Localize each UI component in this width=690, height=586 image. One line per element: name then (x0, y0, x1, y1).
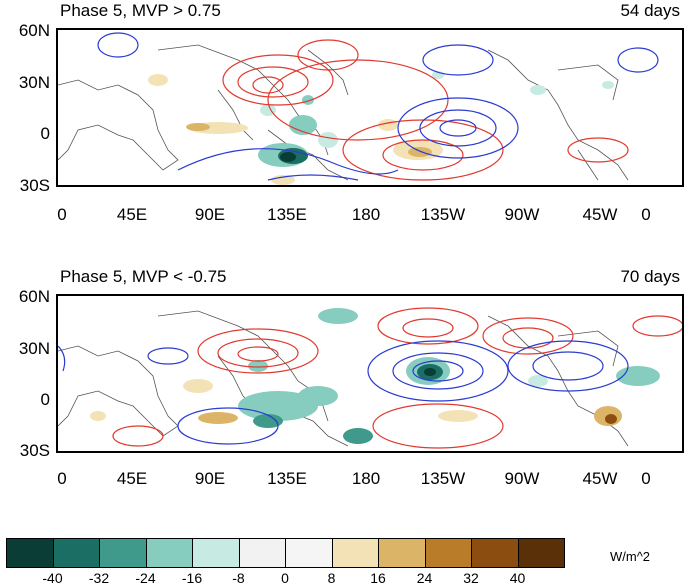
contours-negative (97, 32, 659, 181)
colorbar-swatch (52, 538, 100, 568)
lat-label: 60N (18, 287, 50, 306)
panel-2-map (56, 294, 684, 453)
colorbar-label: -32 (88, 570, 110, 586)
colorbar-swatch (424, 538, 472, 568)
colorbar-label: 8 (327, 570, 336, 586)
contours-positive (222, 39, 629, 181)
colorbar-label: -8 (232, 570, 245, 586)
lon-label: 0 (641, 469, 651, 488)
coastlines (58, 44, 629, 181)
lat-label: 60N (18, 21, 50, 40)
colorbar-swatch (99, 538, 147, 568)
lon-label: 135W (420, 205, 466, 224)
colorbar-label: -40 (42, 570, 63, 586)
colorbar-label: 0 (281, 570, 289, 586)
lon-label: 90W (504, 469, 540, 488)
lat-label: 30S (19, 176, 50, 195)
colorbar-swatch (285, 538, 333, 568)
lon-label: 45W (582, 205, 618, 224)
lon-label: 45E (116, 205, 148, 224)
colorbar-label: 16 (370, 570, 386, 586)
panel-1-days: 54 days (620, 1, 680, 20)
colorbar-label: 32 (463, 570, 479, 586)
lat-label: 30N (18, 339, 50, 358)
panel-1-map-graphic (58, 32, 659, 185)
panel-1-map (56, 28, 684, 187)
lat-label: 0 (40, 124, 50, 143)
shading-negative (258, 71, 614, 167)
lon-label: 0 (641, 205, 651, 224)
lon-label: 135E (267, 469, 307, 488)
panel-2-title: Phase 5, MVP < -0.75 (60, 267, 227, 286)
lat-label: 0 (40, 390, 50, 409)
shading-negative (238, 308, 660, 444)
lon-label: 90W (504, 205, 540, 224)
contours-negative (58, 340, 629, 445)
lat-label: 30N (18, 73, 50, 92)
colorbar-swatch (238, 538, 286, 568)
colorbar-swatch (192, 538, 240, 568)
lon-label: 0 (57, 469, 67, 488)
colorbar-label: 40 (509, 570, 526, 586)
shading-positive (90, 379, 622, 426)
colorbar-swatch (145, 538, 193, 568)
colorbar-label: -24 (135, 570, 156, 586)
colorbar-swatch (6, 538, 54, 568)
colorbar-label: -16 (181, 570, 203, 586)
lat-label: 30S (19, 441, 50, 460)
colorbar-label: 24 (416, 570, 433, 586)
lon-label: 90E (194, 469, 226, 488)
lon-label: 135E (267, 205, 307, 224)
colorbar-swatch (331, 538, 379, 568)
lon-label: 135W (420, 469, 466, 488)
lon-label: 180 (351, 205, 381, 224)
panel-1-title: Phase 5, MVP > 0.75 (60, 1, 221, 20)
lon-label: 45E (116, 469, 148, 488)
colorbar-swatch (517, 538, 565, 568)
panel-2-map-graphic (58, 307, 682, 449)
colorbar-swatch (471, 538, 519, 568)
contours-positive (112, 307, 682, 449)
colorbar-units: W/m^2 (610, 549, 651, 564)
lon-label: 0 (57, 205, 67, 224)
lon-label: 180 (351, 469, 381, 488)
colorbar-swatch (378, 538, 426, 568)
lon-label: 90E (194, 205, 226, 224)
panel-2-days: 70 days (620, 267, 680, 286)
lon-label: 45W (582, 469, 618, 488)
